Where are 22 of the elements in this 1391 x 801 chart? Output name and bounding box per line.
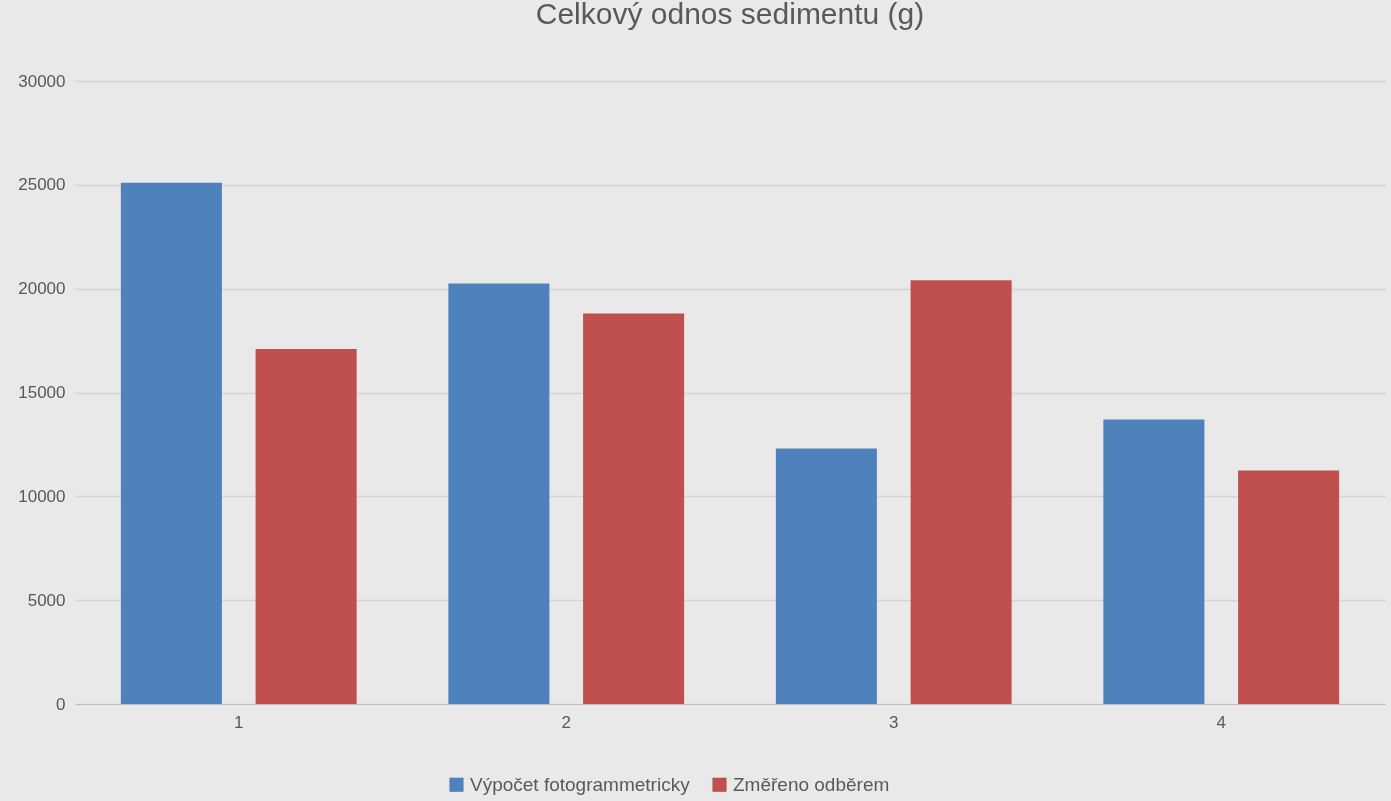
y-tick-label: 20000 [18,279,66,299]
chart-title: Celkový odnos sedimentu (g) [535,0,925,30]
y-tick-label: 0 [56,694,66,714]
bar [120,182,222,704]
x-tick-label: 2 [561,712,571,732]
y-tick-label: 15000 [18,383,66,402]
y-tick-label: 30000 [18,71,66,91]
x-tick-label: 4 [1216,712,1226,732]
y-tick-label: 5000 [27,590,66,610]
legend-label: Výpočet fotogrammetricky [470,773,691,795]
y-tick-label: 25000 [18,175,66,195]
bar [910,280,1012,704]
bar [448,283,550,704]
bar [1238,470,1340,704]
bar [775,448,877,704]
bar [583,313,685,704]
legend-label: Změřeno odběrem [733,773,890,795]
y-tick-label: 10000 [18,486,66,506]
bar [255,348,357,704]
bar [1103,419,1205,704]
x-tick-label: 1 [234,712,244,732]
x-tick-label: 3 [889,712,899,732]
